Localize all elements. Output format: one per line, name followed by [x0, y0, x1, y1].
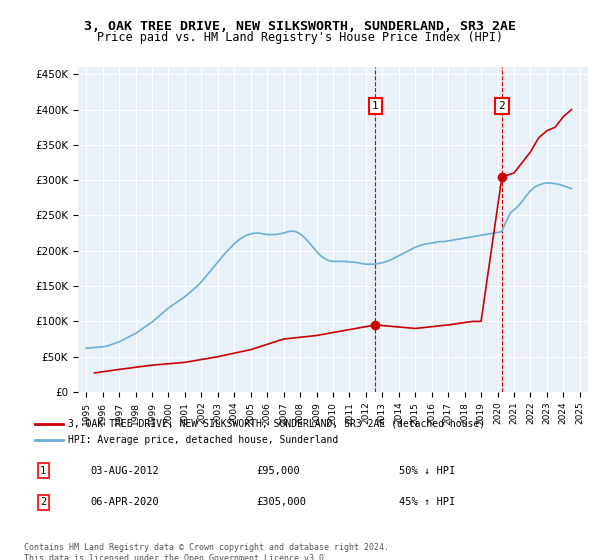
- Text: 03-AUG-2012: 03-AUG-2012: [90, 466, 159, 476]
- Text: 06-APR-2020: 06-APR-2020: [90, 497, 159, 507]
- Text: HPI: Average price, detached house, Sunderland: HPI: Average price, detached house, Sund…: [68, 435, 338, 445]
- Text: Contains HM Land Registry data © Crown copyright and database right 2024.
This d: Contains HM Land Registry data © Crown c…: [24, 543, 389, 560]
- Text: 2: 2: [40, 497, 46, 507]
- Text: £95,000: £95,000: [256, 466, 299, 476]
- Text: 1: 1: [40, 466, 46, 476]
- Text: Price paid vs. HM Land Registry's House Price Index (HPI): Price paid vs. HM Land Registry's House …: [97, 31, 503, 44]
- Text: 1: 1: [372, 101, 379, 111]
- Text: 3, OAK TREE DRIVE, NEW SILKSWORTH, SUNDERLAND, SR3 2AE: 3, OAK TREE DRIVE, NEW SILKSWORTH, SUNDE…: [84, 20, 516, 32]
- Text: 2: 2: [499, 101, 505, 111]
- Text: £305,000: £305,000: [256, 497, 306, 507]
- Text: 50% ↓ HPI: 50% ↓ HPI: [400, 466, 455, 476]
- Text: 45% ↑ HPI: 45% ↑ HPI: [400, 497, 455, 507]
- Text: 3, OAK TREE DRIVE, NEW SILKSWORTH, SUNDERLAND, SR3 2AE (detached house): 3, OAK TREE DRIVE, NEW SILKSWORTH, SUNDE…: [68, 418, 485, 428]
